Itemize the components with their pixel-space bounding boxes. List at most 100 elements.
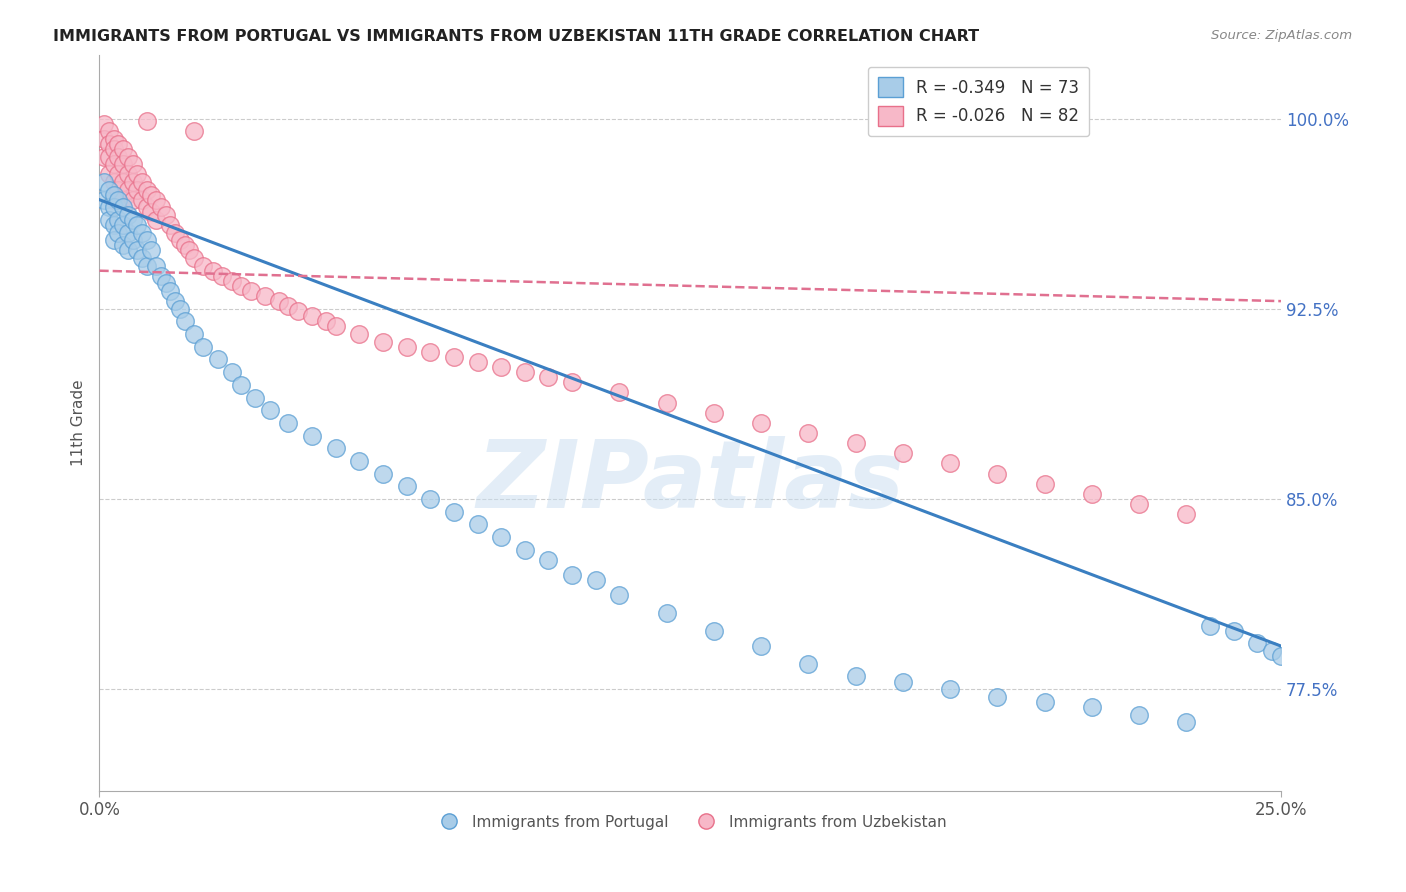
Point	[1033, 695, 1056, 709]
Point	[141, 205, 163, 219]
Point	[287, 304, 309, 318]
Point	[201, 263, 224, 277]
Text: IMMIGRANTS FROM PORTUGAL VS IMMIGRANTS FROM UZBEKISTAN 11TH GRADE CORRELATION CH: IMMIGRANTS FROM PORTUGAL VS IMMIGRANTS F…	[53, 29, 980, 45]
Point	[513, 365, 536, 379]
Point	[107, 193, 129, 207]
Point	[325, 441, 347, 455]
Point	[121, 233, 143, 247]
Point	[253, 289, 276, 303]
Point	[93, 175, 115, 189]
Point	[193, 259, 215, 273]
Point	[155, 208, 177, 222]
Point	[97, 182, 120, 196]
Point	[165, 226, 187, 240]
Point	[103, 193, 125, 207]
Point	[93, 193, 115, 207]
Point	[939, 682, 962, 697]
Point	[986, 467, 1008, 481]
Point	[749, 639, 772, 653]
Point	[173, 238, 195, 252]
Point	[117, 167, 139, 181]
Point	[467, 517, 489, 532]
Point	[103, 157, 125, 171]
Point	[183, 251, 205, 265]
Point	[467, 355, 489, 369]
Point	[845, 669, 868, 683]
Point	[112, 200, 135, 214]
Point	[277, 416, 299, 430]
Text: Source: ZipAtlas.com: Source: ZipAtlas.com	[1212, 29, 1353, 43]
Point	[537, 553, 560, 567]
Point	[93, 117, 115, 131]
Point	[127, 244, 149, 258]
Point	[112, 238, 135, 252]
Point	[986, 690, 1008, 704]
Point	[107, 226, 129, 240]
Point	[103, 175, 125, 189]
Point	[607, 588, 630, 602]
Point	[419, 491, 441, 506]
Point	[145, 213, 167, 227]
Point	[1081, 699, 1104, 714]
Point	[489, 530, 512, 544]
Point	[141, 187, 163, 202]
Point	[703, 624, 725, 638]
Point	[1222, 624, 1244, 638]
Point	[107, 136, 129, 151]
Point	[107, 150, 129, 164]
Point	[419, 344, 441, 359]
Point	[607, 385, 630, 400]
Point	[135, 200, 157, 214]
Y-axis label: 11th Grade: 11th Grade	[72, 380, 86, 467]
Point	[169, 233, 191, 247]
Point	[107, 182, 129, 196]
Point	[131, 175, 153, 189]
Point	[127, 182, 149, 196]
Point	[127, 218, 149, 232]
Point	[561, 568, 583, 582]
Point	[349, 327, 371, 342]
Point	[489, 360, 512, 375]
Point	[103, 142, 125, 156]
Point	[112, 142, 135, 156]
Point	[97, 200, 120, 214]
Point	[655, 395, 678, 409]
Point	[703, 406, 725, 420]
Point	[395, 479, 418, 493]
Point	[797, 425, 820, 440]
Point	[169, 301, 191, 316]
Point	[103, 187, 125, 202]
Point	[259, 403, 281, 417]
Point	[159, 218, 181, 232]
Point	[1199, 619, 1222, 633]
Point	[301, 310, 323, 324]
Point	[103, 233, 125, 247]
Point	[135, 182, 157, 196]
Point	[221, 365, 243, 379]
Point	[749, 416, 772, 430]
Point	[93, 150, 115, 164]
Point	[193, 340, 215, 354]
Point	[561, 376, 583, 390]
Point	[1260, 644, 1282, 658]
Point	[165, 294, 187, 309]
Point	[267, 294, 290, 309]
Point	[103, 132, 125, 146]
Point	[797, 657, 820, 671]
Point	[117, 150, 139, 164]
Point	[231, 279, 253, 293]
Point	[845, 436, 868, 450]
Point	[221, 274, 243, 288]
Point	[245, 391, 267, 405]
Point	[231, 377, 253, 392]
Point	[145, 193, 167, 207]
Point	[1175, 507, 1198, 521]
Point	[127, 167, 149, 181]
Point	[183, 327, 205, 342]
Point	[97, 150, 120, 164]
Point	[371, 467, 394, 481]
Point	[97, 167, 120, 181]
Point	[131, 193, 153, 207]
Point	[121, 175, 143, 189]
Point	[131, 251, 153, 265]
